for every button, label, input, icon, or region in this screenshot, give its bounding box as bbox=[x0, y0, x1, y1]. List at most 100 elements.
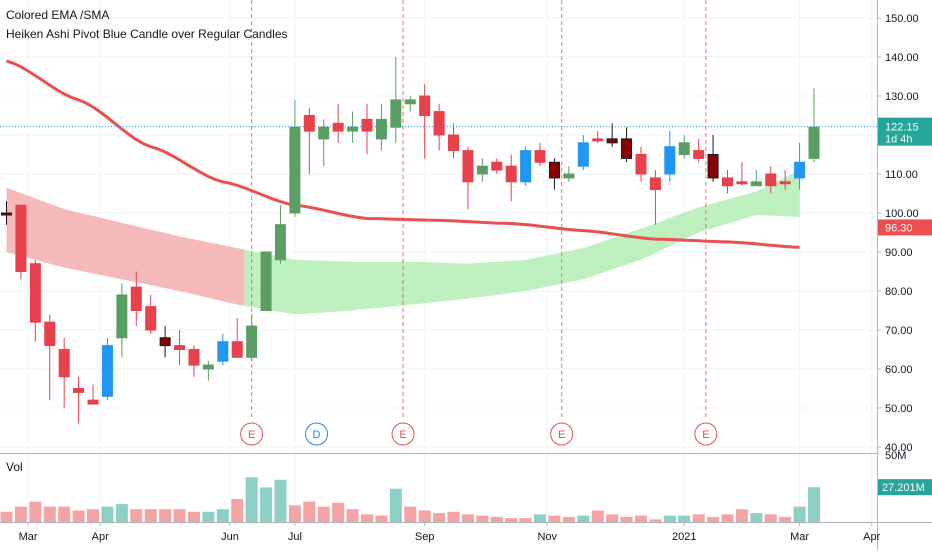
volume-bar bbox=[721, 514, 734, 522]
volume-bar bbox=[534, 514, 547, 522]
volume-bar bbox=[707, 516, 720, 522]
volume-bar bbox=[548, 515, 561, 522]
candle-body bbox=[722, 177, 733, 187]
candle-body bbox=[563, 173, 575, 179]
volume-bar bbox=[58, 506, 71, 522]
last-price-badge bbox=[878, 117, 932, 146]
volume-bar bbox=[87, 509, 100, 522]
volume-label: Vol bbox=[6, 460, 23, 474]
candle-body bbox=[476, 165, 488, 175]
candle-body bbox=[390, 99, 402, 128]
dividend-event-badge[interactable]: D bbox=[305, 422, 329, 446]
earnings-event-badge[interactable]: E bbox=[391, 422, 415, 446]
candle-body bbox=[678, 142, 690, 156]
candle-body bbox=[159, 337, 171, 347]
volume-bar bbox=[649, 519, 662, 522]
candle-body bbox=[202, 364, 214, 370]
candle-body bbox=[58, 349, 70, 378]
candle-body bbox=[231, 341, 243, 358]
volume-bar bbox=[519, 518, 532, 522]
volume-bar bbox=[173, 509, 186, 522]
volume-bar bbox=[404, 506, 417, 522]
volume-bar bbox=[130, 509, 143, 522]
candle-body bbox=[116, 294, 128, 339]
volume-bar bbox=[476, 515, 489, 522]
volume-bar bbox=[577, 515, 590, 522]
event-badge-circle bbox=[391, 422, 415, 446]
price-axis-panel bbox=[877, 0, 932, 550]
volume-bar bbox=[332, 502, 345, 522]
volume-bar bbox=[764, 514, 777, 522]
candle-body bbox=[433, 111, 445, 136]
volume-bar bbox=[375, 515, 388, 522]
candle-body bbox=[736, 181, 748, 185]
price-tick-label: 80.00 bbox=[885, 286, 913, 298]
candle-body bbox=[765, 173, 777, 187]
candle-body bbox=[592, 138, 604, 142]
candle-body bbox=[318, 126, 330, 140]
candle-body bbox=[462, 150, 474, 183]
volume-bar bbox=[260, 487, 273, 522]
volume-bar bbox=[779, 516, 792, 522]
volume-bar bbox=[361, 514, 373, 522]
candle-body bbox=[174, 345, 186, 351]
time-tick-label: 2021 bbox=[672, 531, 696, 543]
volume-bar bbox=[634, 515, 647, 522]
earnings-event-badge[interactable]: E bbox=[694, 422, 718, 446]
candle-body bbox=[621, 138, 633, 159]
volume-bar bbox=[692, 514, 705, 522]
time-tick-label: Mar bbox=[19, 531, 38, 543]
last-volume-value: 27.201M bbox=[882, 482, 925, 494]
candle-body bbox=[664, 146, 676, 175]
event-badge-label: E bbox=[558, 429, 565, 441]
earnings-event-badge[interactable]: E bbox=[550, 422, 574, 446]
time-tick-label: Jun bbox=[221, 531, 239, 543]
volume-bar bbox=[447, 511, 460, 522]
candle-body bbox=[217, 341, 229, 362]
event-badge-label: E bbox=[248, 429, 255, 441]
price-tick-label: 90.00 bbox=[885, 247, 913, 259]
volume-bar bbox=[433, 513, 446, 522]
legend-title: Colored EMA /SMA bbox=[6, 8, 110, 22]
volume-bar bbox=[231, 498, 244, 522]
volume-bar bbox=[303, 501, 316, 522]
candle-body bbox=[361, 118, 373, 132]
volume-bar bbox=[620, 516, 633, 522]
price-tick-label: 140.00 bbox=[885, 52, 919, 64]
volume-axis-top-label: 50M bbox=[885, 450, 906, 462]
candle-body bbox=[145, 306, 157, 331]
sma-value-badge bbox=[878, 219, 932, 236]
volume-bar bbox=[606, 514, 619, 522]
volume-bar bbox=[115, 504, 128, 522]
volume-bar bbox=[591, 510, 604, 522]
candle-body bbox=[303, 115, 315, 132]
candle-body bbox=[505, 165, 517, 183]
candle-body bbox=[707, 154, 719, 179]
bar-countdown: 1d 4h bbox=[885, 134, 913, 146]
candle-body bbox=[188, 349, 200, 366]
volume-bar bbox=[663, 515, 676, 522]
volume-bar bbox=[317, 506, 330, 522]
ema-band-bearish bbox=[6, 187, 245, 306]
volume-bar bbox=[678, 515, 691, 522]
volume-bar bbox=[793, 506, 806, 522]
candle-body bbox=[246, 325, 258, 358]
legend-subtitle: Heiken Ashi Pivot Blue Candle over Regul… bbox=[6, 27, 288, 41]
volume-bar bbox=[418, 510, 431, 522]
candle-body bbox=[332, 122, 344, 132]
volume-bar bbox=[735, 509, 748, 522]
price-tick-label: 70.00 bbox=[885, 325, 913, 337]
volume-bar bbox=[562, 516, 575, 522]
volume-bar bbox=[490, 516, 503, 522]
volume-bar bbox=[750, 513, 763, 522]
candle-body bbox=[520, 150, 532, 183]
earnings-event-badge[interactable]: E bbox=[240, 422, 264, 446]
volume-bar bbox=[43, 506, 56, 522]
time-tick-label: Sep bbox=[415, 531, 435, 543]
event-badge-label: D bbox=[313, 429, 321, 441]
sma-line bbox=[6, 59, 800, 249]
candle-body bbox=[15, 204, 27, 272]
sma-value-label: 96.30 bbox=[885, 222, 913, 234]
